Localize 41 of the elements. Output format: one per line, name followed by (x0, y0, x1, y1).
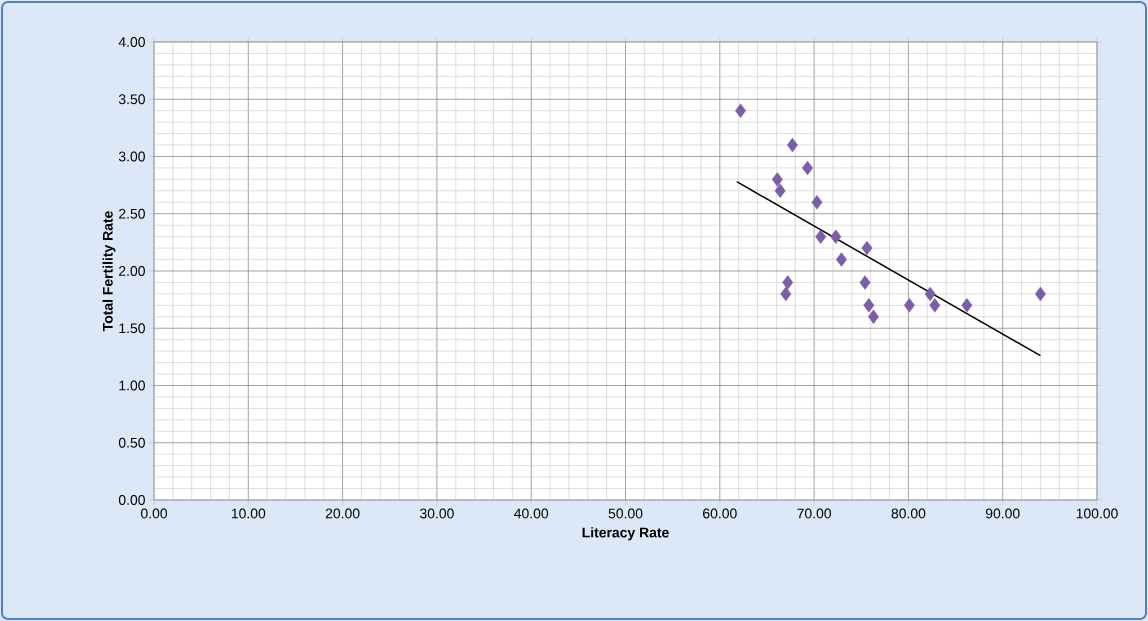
y-tick-label: 2.50 (119, 208, 145, 219)
point (859, 275, 871, 290)
y-axis-title: Total Fertility Rate (102, 211, 116, 332)
x-tick-label: 40.00 (514, 508, 549, 519)
point (780, 286, 792, 302)
y-tick-label: 3.50 (118, 94, 145, 105)
y-tick-label: 0.50 (118, 437, 145, 448)
y-tick-label: 3.00 (118, 151, 145, 162)
point (961, 298, 973, 313)
point (863, 298, 875, 313)
x-axis-title: Literacy Rate (582, 527, 669, 541)
point (929, 298, 941, 313)
point (786, 137, 798, 153)
x-tick-label: 60.00 (703, 508, 737, 519)
x-tick-label: 0.00 (140, 508, 168, 519)
y-tick-label: 0.00 (118, 495, 145, 505)
x-tick-label: 100.00 (1076, 508, 1118, 519)
point (861, 240, 873, 256)
y-tick-label: 1.50 (119, 323, 145, 334)
point (868, 309, 879, 324)
point (836, 252, 847, 267)
x-tick-label: 80.00 (891, 508, 926, 519)
y-tick-label: 2.00 (119, 266, 145, 276)
point (903, 298, 915, 313)
point (924, 286, 936, 302)
point (774, 183, 786, 199)
x-tick-label: 50.00 (608, 508, 643, 519)
y-tick-label: 1.00 (119, 380, 145, 391)
x-tick-label: 30.00 (419, 508, 454, 519)
point (782, 275, 794, 290)
point (811, 195, 823, 210)
point (815, 229, 827, 244)
point (771, 172, 783, 187)
x-tick-label: 10.00 (231, 508, 266, 519)
x-tick-label: 70.00 (797, 508, 832, 519)
point (1034, 286, 1046, 302)
y-tick-label: 4.00 (118, 37, 145, 47)
x-tick-label: 20.00 (325, 508, 360, 519)
x-tick-label: 90.00 (985, 508, 1020, 519)
point (830, 229, 842, 244)
point (735, 103, 747, 118)
